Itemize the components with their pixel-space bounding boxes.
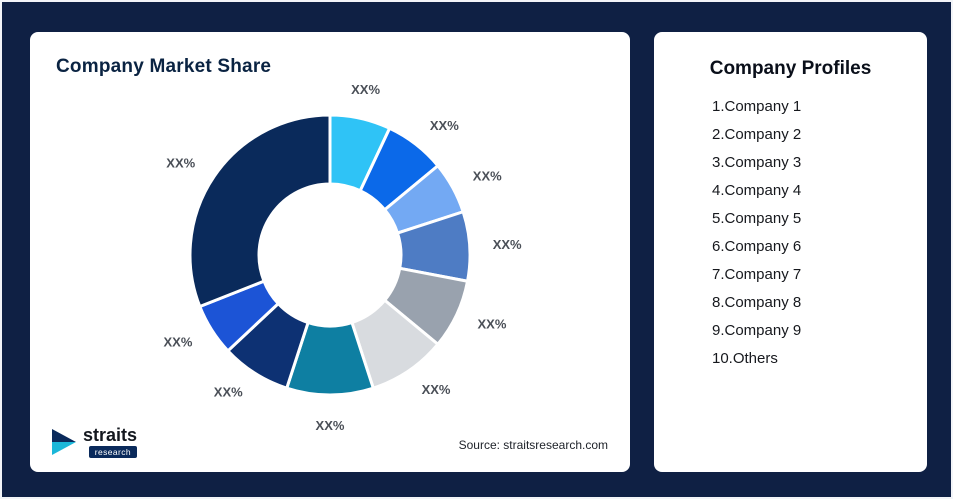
profile-item: 8.Company 8 — [712, 294, 802, 311]
source-text: Source: straitsresearch.com — [458, 438, 608, 452]
segment-label: XX% — [473, 169, 502, 184]
straits-logo-text: straits research — [83, 425, 138, 458]
profile-item: 4.Company 4 — [712, 182, 802, 199]
profiles-title: Company Profiles — [709, 58, 872, 79]
segment-label: XX% — [430, 118, 459, 133]
market-share-card: Company Market Share XX% XX% XX% XX% XX% XX% X… — [30, 32, 630, 472]
profile-item: 5.Company 5 — [712, 210, 802, 227]
profile-item: 2.Company 2 — [712, 126, 802, 143]
chart-title: Company Market Share — [56, 56, 272, 77]
company-profiles-card: Company Profiles 1.Company 1 2.Company 2 3… — [654, 32, 927, 472]
profile-item: 9.Company 9 — [712, 322, 802, 339]
profile-item: 6.Company 6 — [712, 238, 802, 255]
straits-logo: straits research — [52, 425, 138, 458]
segment-label: XX% — [214, 385, 243, 400]
profiles-list: 1.Company 1 2.Company 2 3.Company 3 4.Compa… — [654, 98, 927, 368]
segment-label: XX% — [316, 418, 345, 433]
segment-label: XX% — [493, 237, 522, 252]
profile-item: 7.Company 7 — [712, 266, 802, 283]
profile-item: 3.Company 3 — [712, 154, 802, 171]
donut-segment-10 — [188, 113, 332, 309]
profile-item: 1.Company 1 — [712, 98, 802, 115]
logo-sub: research — [88, 446, 138, 458]
segment-label: XX% — [478, 316, 507, 331]
straits-logo-icon — [52, 429, 76, 455]
donut-chart: XX% XX% XX% XX% XX% XX% XX% XX% XX% XX% — [163, 82, 522, 433]
segment-label: XX% — [422, 382, 451, 397]
profile-item: 10.Others — [712, 350, 778, 367]
segment-label: XX% — [351, 82, 380, 97]
logo-name: straits — [83, 425, 138, 445]
segment-label: XX% — [166, 155, 195, 170]
segment-label: XX% — [163, 334, 192, 349]
